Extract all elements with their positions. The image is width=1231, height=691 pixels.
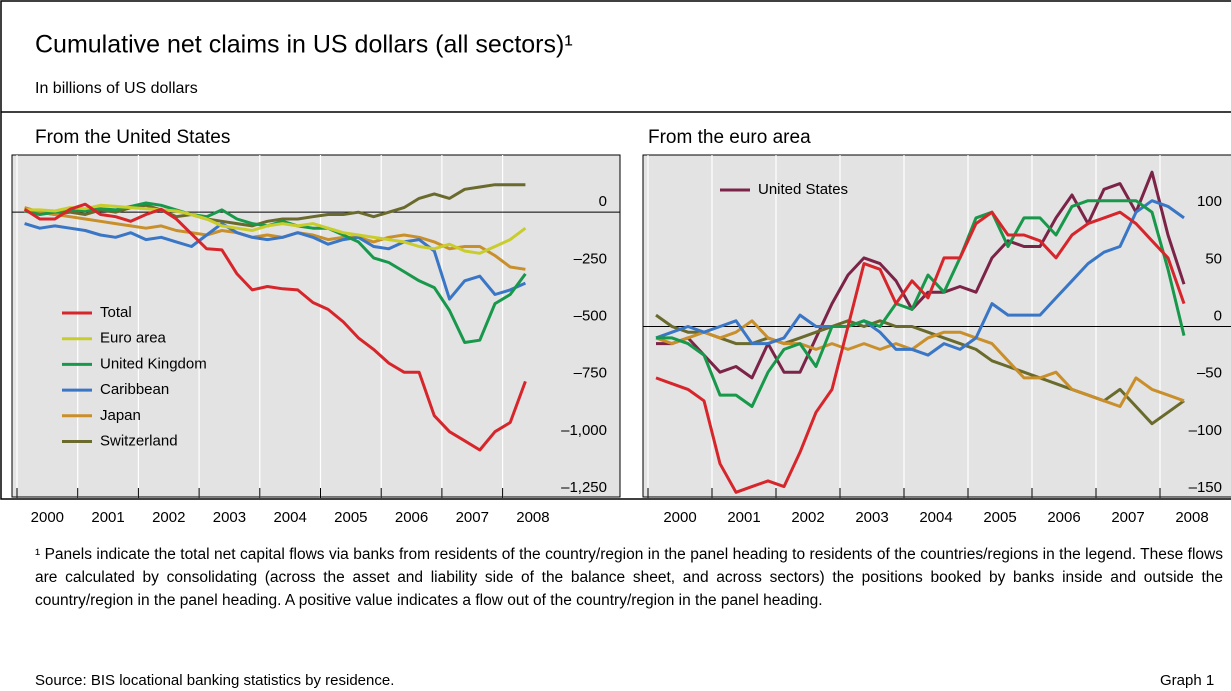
legend-label: Euro area xyxy=(100,330,167,347)
y-tick-label: 100 xyxy=(1197,193,1222,210)
x-tick-label: 2008 xyxy=(516,509,549,526)
panel-title: From the euro area xyxy=(648,127,811,148)
y-tick-label: 50 xyxy=(1205,250,1222,267)
y-tick-label: –50 xyxy=(1197,365,1222,382)
x-tick-label: 2001 xyxy=(727,509,760,526)
series-line xyxy=(656,199,1186,408)
y-tick-label: –250 xyxy=(574,250,607,267)
x-tick-label: 2002 xyxy=(791,509,824,526)
series-line xyxy=(23,202,527,452)
y-tick-label: –100 xyxy=(1189,422,1222,439)
series-line xyxy=(24,203,527,255)
x-tick-label: 2003 xyxy=(855,509,888,526)
x-tick-label: 2006 xyxy=(395,509,428,526)
series-line xyxy=(24,222,527,301)
x-tick-label: 2000 xyxy=(663,509,696,526)
legend-label: Caribbean xyxy=(100,381,169,398)
title: Cumulative net claims in US dollars (all… xyxy=(35,31,573,59)
graph-label: Graph 1 xyxy=(1160,672,1215,689)
y-tick-label: 0 xyxy=(1214,307,1222,324)
legend-label: Japan xyxy=(100,407,141,424)
source: Source: BIS locational banking statistic… xyxy=(35,672,395,689)
frame xyxy=(0,0,1231,500)
x-tick-label: 2001 xyxy=(91,509,124,526)
y-tick-label: –1,000 xyxy=(561,422,607,439)
x-tick-label: 2005 xyxy=(983,509,1016,526)
series-line xyxy=(655,210,1186,494)
legend-label: United States xyxy=(758,181,848,198)
y-tick-label: –150 xyxy=(1189,479,1222,496)
series-line xyxy=(656,170,1186,380)
y-tick-label: 0 xyxy=(599,193,607,210)
legend-label: United Kingdom xyxy=(100,355,207,372)
x-tick-label: 2005 xyxy=(334,509,367,526)
subtitle: In billions of US dollars xyxy=(35,80,198,97)
footnote: ¹ Panels indicate the total net capital … xyxy=(35,546,1223,609)
x-tick-label: 2003 xyxy=(213,509,246,526)
x-tick-label: 2000 xyxy=(31,509,64,526)
legend-label: Switzerland xyxy=(100,432,178,449)
x-tick-label: 2008 xyxy=(1175,509,1208,526)
x-tick-label: 2002 xyxy=(152,509,185,526)
series-line xyxy=(655,319,1185,408)
series-line xyxy=(24,183,526,228)
y-tick-label: –500 xyxy=(574,307,607,324)
x-tick-label: 2004 xyxy=(273,509,306,526)
x-tick-label: 2007 xyxy=(1111,509,1144,526)
y-tick-label: –1,250 xyxy=(561,479,607,496)
x-tick-label: 2004 xyxy=(919,509,952,526)
y-tick-label: –750 xyxy=(574,365,607,382)
x-tick-label: 2007 xyxy=(456,509,489,526)
x-tick-label: 2006 xyxy=(1047,509,1080,526)
series-line xyxy=(655,199,1185,357)
legend-label: Total xyxy=(100,304,132,321)
panel-title: From the United States xyxy=(35,127,230,148)
